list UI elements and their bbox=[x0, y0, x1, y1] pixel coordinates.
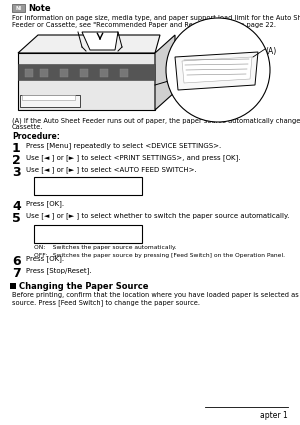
Text: For information on page size, media type, and paper support load limit for the A: For information on page size, media type… bbox=[12, 15, 300, 21]
Polygon shape bbox=[18, 53, 155, 110]
Bar bbox=[80, 69, 88, 77]
Text: NI: NI bbox=[15, 6, 22, 11]
Bar bbox=[34, 225, 142, 243]
Circle shape bbox=[166, 18, 270, 122]
Text: Use [◄ ] or [► ] to select whether to switch the paper source automatically.: Use [◄ ] or [► ] to select whether to sw… bbox=[26, 212, 290, 219]
Bar bbox=[60, 69, 68, 77]
Bar bbox=[10, 283, 16, 289]
Text: Press [OK].: Press [OK]. bbox=[26, 255, 64, 262]
Polygon shape bbox=[18, 35, 160, 53]
Text: Cassette.: Cassette. bbox=[12, 124, 43, 130]
Polygon shape bbox=[22, 95, 75, 100]
Bar bbox=[34, 177, 142, 195]
Text: 1: 1 bbox=[12, 142, 21, 155]
Text: Use [◄ ] or [► ] to select <PRINT SETTINGS>, and press [OK].: Use [◄ ] or [► ] to select <PRINT SETTIN… bbox=[26, 154, 241, 161]
Polygon shape bbox=[175, 52, 258, 90]
Text: 7: 7 bbox=[12, 267, 21, 280]
Polygon shape bbox=[82, 32, 118, 50]
Text: Use [◄ ] or [► ] to select <AUTO FEED SWITCH>.: Use [◄ ] or [► ] to select <AUTO FEED SW… bbox=[26, 166, 197, 173]
Text: ON:    Switches the paper source automatically.: ON: Switches the paper source automatica… bbox=[34, 245, 176, 250]
Text: 6: 6 bbox=[12, 255, 21, 268]
Text: Before printing, confirm that the location where you have loaded paper is select: Before printing, confirm that the locati… bbox=[12, 292, 300, 298]
Bar bbox=[40, 69, 48, 77]
Text: (A): (A) bbox=[265, 47, 276, 56]
Bar bbox=[100, 69, 108, 77]
Text: 3: 3 bbox=[12, 166, 21, 179]
Polygon shape bbox=[20, 95, 80, 107]
Text: Changing the Paper Source: Changing the Paper Source bbox=[19, 282, 148, 291]
Text: apter 1: apter 1 bbox=[260, 411, 288, 420]
Text: 2: 2 bbox=[12, 154, 21, 167]
FancyBboxPatch shape bbox=[12, 4, 25, 12]
Text: OFF:   Switches the paper source by pressing [Feed Switch] on the Operation Pane: OFF: Switches the paper source by pressi… bbox=[34, 252, 285, 258]
Text: ◄          ►OFF: ◄ ►OFF bbox=[37, 234, 93, 239]
Text: source. Press [Feed Switch] to change the paper source.: source. Press [Feed Switch] to change th… bbox=[12, 300, 200, 306]
Text: Note: Note bbox=[28, 4, 51, 13]
Text: Procedure:: Procedure: bbox=[12, 132, 60, 141]
Bar bbox=[120, 69, 128, 77]
Text: Press [Menu] repeatedly to select <DEVICE SETTINGS>.: Press [Menu] repeatedly to select <DEVIC… bbox=[26, 142, 221, 149]
Text: 4: 4 bbox=[12, 200, 21, 213]
Bar bbox=[18, 64, 155, 80]
Text: ◄ AUTO FEED SWITCH: ◄ AUTO FEED SWITCH bbox=[37, 186, 104, 191]
Text: AUTO FEED SWITCH: AUTO FEED SWITCH bbox=[37, 227, 97, 232]
Bar bbox=[25, 69, 33, 77]
Text: Press [Stop/Reset].: Press [Stop/Reset]. bbox=[26, 267, 92, 274]
Text: 5: 5 bbox=[12, 212, 21, 225]
Polygon shape bbox=[155, 35, 175, 110]
Text: Feeder or Cassette, see "Recommended Paper and Requirements" on page 22.: Feeder or Cassette, see "Recommended Pap… bbox=[12, 22, 276, 28]
Text: PRINT SETTINGS: PRINT SETTINGS bbox=[37, 178, 89, 184]
Text: Press [OK].: Press [OK]. bbox=[26, 200, 64, 207]
Polygon shape bbox=[182, 57, 252, 83]
Text: (A) If the Auto Sheet Feeder runs out of paper, the paper source automatically c: (A) If the Auto Sheet Feeder runs out of… bbox=[12, 117, 300, 124]
